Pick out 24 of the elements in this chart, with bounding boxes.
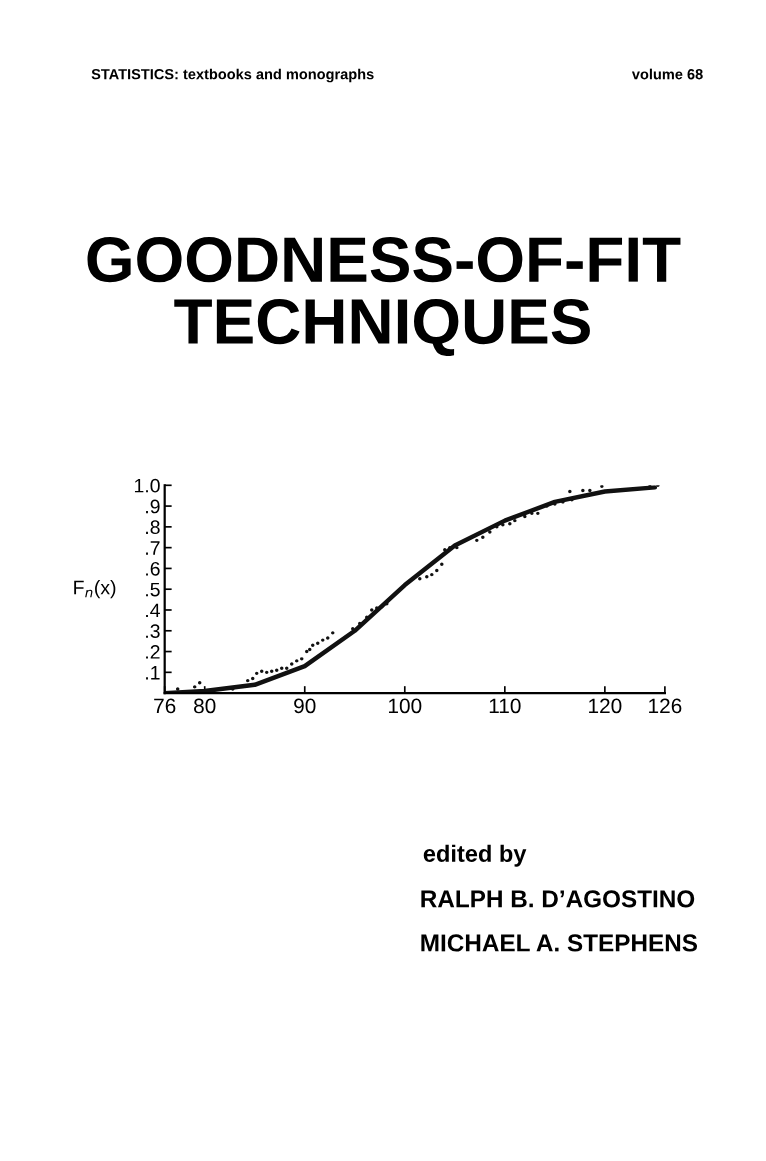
y-tick-label: .5 bbox=[146, 582, 160, 597]
x-tick-label: 76 bbox=[154, 698, 176, 714]
y-tick-label: .2 bbox=[146, 645, 160, 659]
x-tick-label: 100 bbox=[389, 698, 422, 714]
x-tick-label: 126 bbox=[649, 698, 682, 714]
text: RALPH B. D’AGOSTINO bbox=[421, 890, 695, 908]
x-tick-label: 110 bbox=[489, 698, 521, 714]
y-tick-label: .3 bbox=[146, 624, 160, 639]
y-tick-label: .8 bbox=[146, 520, 160, 535]
x-tick-label: 80 bbox=[194, 698, 216, 714]
chart-title: GOODNESS-OF-FIT TECHNIQUES bbox=[87, 237, 681, 357]
text: volume 68 bbox=[631, 68, 703, 80]
x-tick-label: 120 bbox=[589, 698, 622, 714]
y-tick-label: .9 bbox=[146, 499, 160, 514]
y-tick-label: 1.0 bbox=[134, 478, 160, 493]
text: edited by bbox=[423, 844, 527, 867]
y-tick-label: .7 bbox=[146, 541, 160, 555]
y-tick-label: .6 bbox=[146, 561, 160, 576]
text: MICHAEL A. STEPHENS bbox=[421, 934, 698, 952]
text: STATISTICS: textbooks and monographs bbox=[91, 68, 374, 83]
y-tick-label: .4 bbox=[146, 603, 160, 618]
x-tick-label: 90 bbox=[294, 698, 316, 714]
y-tick-label: .1 bbox=[146, 666, 160, 680]
y-axis-title: F$_{n}$(x) bbox=[74, 580, 116, 599]
